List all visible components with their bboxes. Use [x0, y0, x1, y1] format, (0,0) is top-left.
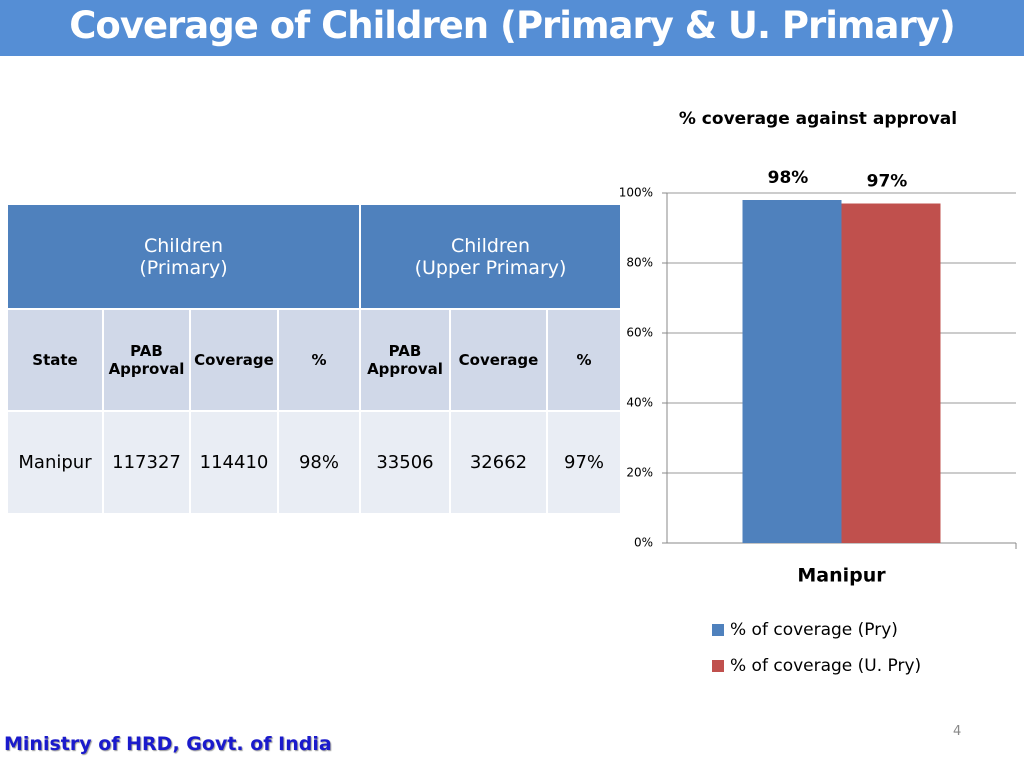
- column-header: PAB Approval: [104, 310, 189, 410]
- column-header: PAB Approval: [361, 310, 449, 410]
- x-tick-label: Manipur: [797, 565, 886, 587]
- y-tick-label: 60%: [626, 326, 653, 340]
- chart-title: % coverage against approval: [679, 109, 957, 129]
- legend-swatch: [712, 660, 724, 672]
- column-header: %: [279, 310, 359, 410]
- legend-swatch: [712, 624, 724, 636]
- table-cell: 114410: [191, 412, 277, 513]
- table-cell: 98%: [279, 412, 359, 513]
- table-cell: 97%: [548, 412, 621, 513]
- column-row: State PAB Approval Coverage% PAB Approval Co…: [8, 310, 621, 410]
- table-cell: 33506: [361, 412, 449, 513]
- table-cell: 32662: [451, 412, 546, 513]
- slide-title: Coverage of Children (Primary & U. Prima…: [69, 4, 955, 47]
- coverage-table: Children (Primary) Children (Upper Prima…: [6, 203, 622, 515]
- group-row: Children (Primary) Children (Upper Prima…: [8, 205, 621, 308]
- bar: [841, 203, 941, 543]
- column-header: State: [8, 310, 102, 410]
- column-header: Coverage: [191, 310, 277, 410]
- value-label: 98%: [768, 168, 809, 188]
- value-label: 97%: [867, 172, 908, 192]
- bar: [742, 200, 842, 543]
- table-row: Manipur 117327 114410 98% 33506 32662 97%: [8, 412, 621, 513]
- column-header: %: [548, 310, 621, 410]
- column-header: Coverage: [451, 310, 546, 410]
- title-bar: Coverage of Children (Primary & U. Prima…: [0, 0, 1024, 56]
- page-number: 4: [953, 724, 962, 739]
- y-tick-label: 100%: [619, 186, 653, 200]
- table-body: Manipur 117327 114410 98% 33506 32662 97%: [8, 412, 621, 513]
- group-header: Children (Upper Primary): [361, 205, 621, 308]
- y-tick-label: 80%: [626, 256, 653, 270]
- footer: Ministry of HRD, Govt. of India: [4, 733, 332, 755]
- table-cell: 117327: [104, 412, 189, 513]
- y-tick-label: 40%: [626, 396, 653, 410]
- group-header: Children (Primary): [8, 205, 359, 308]
- y-tick-label: 20%: [626, 466, 653, 480]
- legend-label: % of coverage (Pry): [730, 620, 898, 640]
- legend-label: % of coverage (U. Pry): [730, 656, 921, 676]
- table-cell: Manipur: [8, 412, 102, 513]
- y-tick-label: 0%: [634, 536, 653, 550]
